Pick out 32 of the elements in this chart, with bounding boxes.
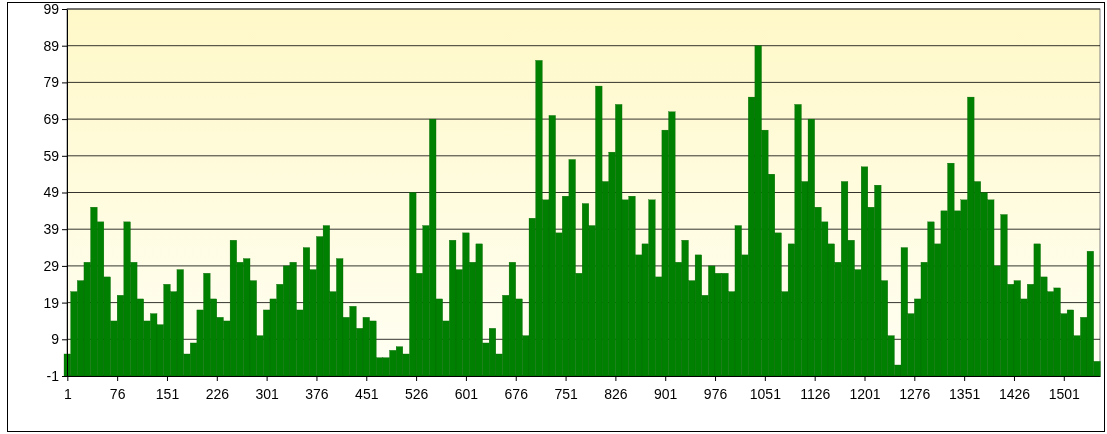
x-tick-label: 1426: [998, 386, 1031, 403]
y-tick-label: 9: [51, 331, 60, 348]
x-tick-label: 526: [404, 386, 429, 403]
x-tick-label: 226: [205, 386, 230, 403]
x-tick-label: 451: [355, 386, 379, 403]
y-tick-label: 19: [43, 294, 60, 311]
x-tick-label: 151: [155, 386, 180, 403]
y-tick-label: 79: [43, 74, 60, 91]
x-tick-label: 751: [554, 386, 578, 403]
y-tick-label: 89: [43, 37, 60, 54]
x-tick-label: 1351: [949, 386, 981, 403]
x-tick-label: 826: [604, 386, 628, 403]
y-tick-label: -1: [46, 367, 60, 384]
x-tick-label: 1201: [849, 386, 881, 403]
x-tick-label: 1051: [749, 386, 782, 403]
x-tick-label: 376: [305, 386, 329, 403]
y-tick-label: 49: [43, 184, 60, 201]
x-tick-label: 676: [504, 386, 529, 403]
x-tick-label: 1501: [1048, 386, 1081, 403]
x-tick-label: 76: [109, 386, 126, 403]
x-tick-label: 901: [654, 386, 678, 403]
y-tick-label: 59: [43, 147, 60, 164]
y-tick-label: 99: [43, 0, 60, 17]
y-tick-label: 69: [43, 111, 60, 128]
x-tick-label: 976: [703, 386, 728, 403]
x-tick-label: 301: [255, 386, 280, 403]
y-tick-label: 39: [43, 221, 60, 238]
x-tick-label: 1276: [899, 386, 931, 403]
x-tick-label: 1126: [800, 386, 831, 403]
y-tick-label: 29: [43, 257, 60, 274]
x-tick-label: 1: [63, 386, 72, 403]
x-tick-label: 601: [454, 386, 479, 403]
